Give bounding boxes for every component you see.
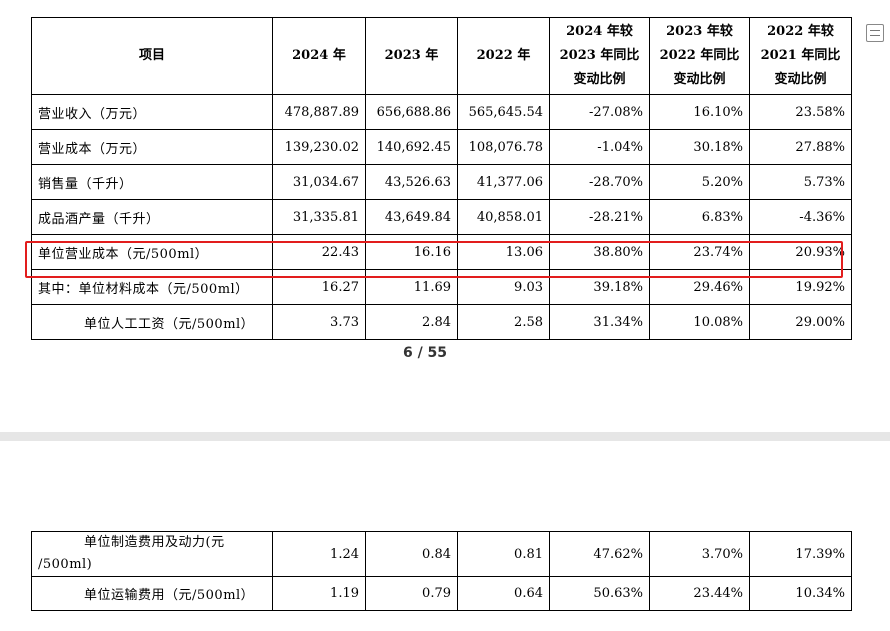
row-label: 单位营业成本（元/500ml） <box>31 234 273 270</box>
table-row: 单位运输费用（元/500ml） 1.19 0.79 0.64 50.63% 23… <box>31 576 852 611</box>
value-2024: 478,887.89 <box>272 94 366 130</box>
value-2023: 43,526.63 <box>365 164 458 200</box>
table-row: 单位制造费用及动力(元 /500ml) 1.24 0.84 0.81 47.62… <box>31 531 852 577</box>
change-2022: 19.92% <box>749 269 852 305</box>
row-label: 销售量（千升） <box>31 164 273 200</box>
value-2022: 41,377.06 <box>457 164 550 200</box>
value-2022: 9.03 <box>457 269 550 305</box>
change-2022: 27.88% <box>749 129 852 165</box>
value-2022: 0.64 <box>457 576 550 611</box>
header-item: 项目 <box>31 17 273 95</box>
row-label: 单位运输费用（元/500ml） <box>31 576 273 611</box>
table-row: 其中：单位材料成本（元/500ml） 16.27 11.69 9.03 39.18% 29… <box>31 269 852 305</box>
value-2022: 565,645.54 <box>457 94 550 130</box>
change-2022: 17.39% <box>749 531 852 577</box>
row-label: 营业成本（万元） <box>31 129 273 165</box>
calculator-icon[interactable] <box>866 24 884 42</box>
value-2023: 656,688.86 <box>365 94 458 130</box>
change-2024: -1.04% <box>549 129 650 165</box>
table-row: 营业成本（万元） 139,230.02 140,692.45 108,076.78 -1… <box>31 129 852 165</box>
value-2022: 0.81 <box>457 531 550 577</box>
change-2023: 23.74% <box>649 234 750 270</box>
table-header-row: 项目 2024 年 2023 年 2022 年 2024 年较 2023 年同比… <box>31 17 852 95</box>
table-row: 营业收入（万元） 478,887.89 656,688.86 565,645.54 -2… <box>31 94 852 130</box>
change-2022: 23.58% <box>749 94 852 130</box>
change-2023: 10.08% <box>649 304 750 340</box>
cost-table-page-1: 项目 2024 年 2023 年 2022 年 2024 年较 2023 年同比… <box>31 17 852 340</box>
value-2024: 1.19 <box>272 576 366 611</box>
change-2024: -28.70% <box>549 164 650 200</box>
value-2024: 139,230.02 <box>272 129 366 165</box>
value-2024: 3.73 <box>272 304 366 340</box>
value-2024: 1.24 <box>272 531 366 577</box>
row-label: 其中：单位材料成本（元/500ml） <box>31 269 273 305</box>
value-2022: 13.06 <box>457 234 550 270</box>
change-2023: 23.44% <box>649 576 750 611</box>
cost-table-page-2: 单位制造费用及动力(元 /500ml) 1.24 0.84 0.81 47.62… <box>31 531 852 611</box>
change-2022: -4.36% <box>749 199 852 235</box>
change-2023: 30.18% <box>649 129 750 165</box>
value-2023: 43,649.84 <box>365 199 458 235</box>
value-2023: 16.16 <box>365 234 458 270</box>
value-2022: 2.58 <box>457 304 550 340</box>
value-2024: 31,034.67 <box>272 164 366 200</box>
value-2023: 0.84 <box>365 531 458 577</box>
change-2022: 29.00% <box>749 304 852 340</box>
change-2023: 6.83% <box>649 199 750 235</box>
header-2022: 2022 年 <box>457 17 550 95</box>
header-change-2023: 2023 年较 2022 年同比 变动比例 <box>649 17 750 95</box>
page-number: 6 / 55 <box>402 345 448 361</box>
change-2022: 10.34% <box>749 576 852 611</box>
row-label: 单位制造费用及动力(元 /500ml) <box>31 531 273 577</box>
value-2023: 140,692.45 <box>365 129 458 165</box>
change-2024: -27.08% <box>549 94 650 130</box>
header-2024: 2024 年 <box>272 17 366 95</box>
value-2022: 108,076.78 <box>457 129 550 165</box>
value-2023: 11.69 <box>365 269 458 305</box>
change-2024: 39.18% <box>549 269 650 305</box>
page-separator <box>0 432 890 441</box>
row-label: 单位人工工资（元/500ml） <box>31 304 273 340</box>
value-2024: 22.43 <box>272 234 366 270</box>
header-change-2024: 2024 年较 2023 年同比 变动比例 <box>549 17 650 95</box>
change-2024: 31.34% <box>549 304 650 340</box>
table-row: 单位人工工资（元/500ml） 3.73 2.84 2.58 31.34% 10.08% 2… <box>31 304 852 340</box>
change-2023: 29.46% <box>649 269 750 305</box>
row-label: 成品酒产量（千升） <box>31 199 273 235</box>
value-2024: 16.27 <box>272 269 366 305</box>
change-2024: 50.63% <box>549 576 650 611</box>
value-2023: 2.84 <box>365 304 458 340</box>
header-2023: 2023 年 <box>365 17 458 95</box>
row-label: 营业收入（万元） <box>31 94 273 130</box>
change-2023: 5.20% <box>649 164 750 200</box>
change-2024: 38.80% <box>549 234 650 270</box>
change-2023: 16.10% <box>649 94 750 130</box>
change-2024: 47.62% <box>549 531 650 577</box>
table-row: 单位营业成本（元/500ml） 22.43 16.16 13.06 38.80% 23.7… <box>31 234 852 270</box>
table-row: 销售量（千升） 31,034.67 43,526.63 41,377.06 -28.70… <box>31 164 852 200</box>
change-2022: 20.93% <box>749 234 852 270</box>
table-row: 成品酒产量（千升） 31,335.81 43,649.84 40,858.01 -28.… <box>31 199 852 235</box>
header-change-2022: 2022 年较 2021 年同比 变动比例 <box>749 17 852 95</box>
value-2023: 0.79 <box>365 576 458 611</box>
change-2023: 3.70% <box>649 531 750 577</box>
change-2022: 5.73% <box>749 164 852 200</box>
change-2024: -28.21% <box>549 199 650 235</box>
value-2024: 31,335.81 <box>272 199 366 235</box>
value-2022: 40,858.01 <box>457 199 550 235</box>
